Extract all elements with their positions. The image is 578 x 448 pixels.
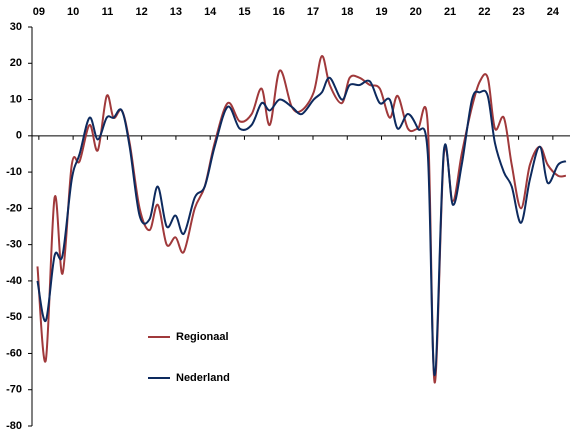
x-tick-label: 10 [67,6,79,18]
x-tick-label: 23 [512,6,524,18]
series-line [36,76,567,377]
x-tick-label: 14 [204,6,217,18]
y-tick-label: -80 [6,420,22,432]
x-tick-label: 11 [102,6,114,18]
legend-label: Regionaal [176,331,229,343]
x-tick-label: 22 [478,6,490,18]
x-tick-label: 15 [238,6,250,18]
legend-label: Nederland [176,372,230,384]
y-tick-label: -20 [6,202,22,214]
x-tick-label: 20 [410,6,422,18]
y-tick-label: -60 [6,347,22,359]
x-tick-label: 21 [444,6,456,18]
x-tick-label: 12 [136,6,148,18]
y-tick-label: -40 [6,275,22,287]
x-tick-label: 13 [170,6,182,18]
x-tick-label: 16 [273,6,285,18]
y-tick-label: 20 [10,57,22,69]
x-tick-label: 17 [307,6,319,18]
y-tick-label: -30 [6,239,22,251]
series-line [36,55,567,384]
x-tick-label: 09 [33,6,45,18]
y-tick-label: 30 [10,21,22,33]
y-tick-label: -70 [6,384,22,396]
y-tick-label: 0 [16,130,22,142]
y-tick-label: -10 [6,166,22,178]
x-tick-label: 24 [547,6,560,18]
x-tick-label: 19 [375,6,387,18]
y-tick-label: -50 [6,311,22,323]
x-tick-label: 18 [341,6,353,18]
y-tick-label: 10 [10,93,22,105]
